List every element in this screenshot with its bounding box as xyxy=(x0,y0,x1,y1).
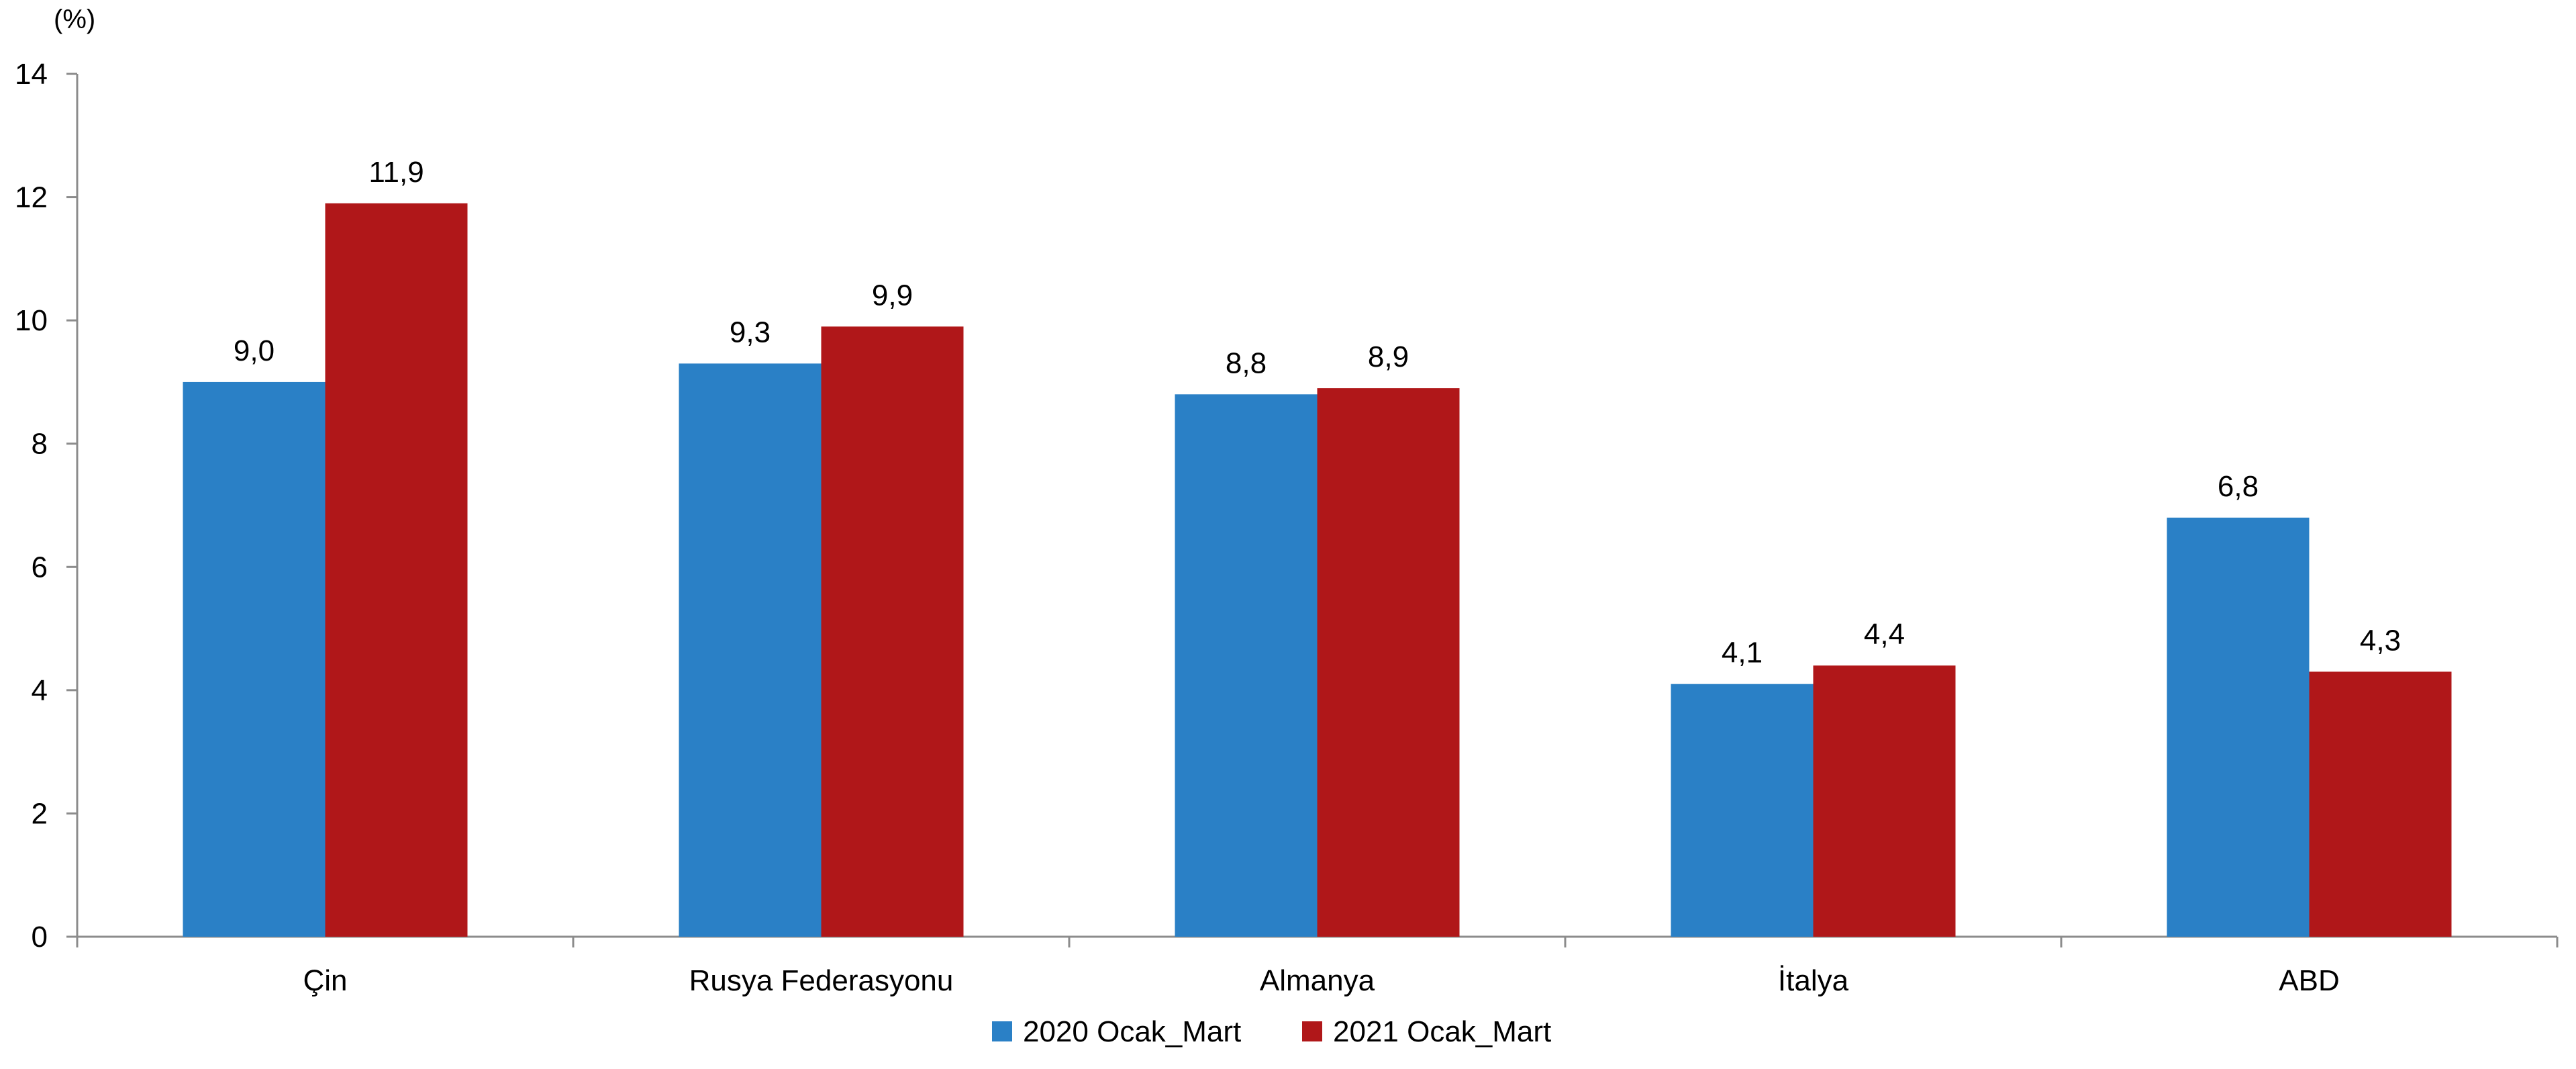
data-label: 9,9 xyxy=(872,279,913,312)
bar-series2 xyxy=(1317,388,1460,937)
x-tick-label: Çin xyxy=(303,964,347,997)
data-label: 4,1 xyxy=(1722,637,1763,669)
bar-series1 xyxy=(2167,517,2310,937)
y-tick-label: 14 xyxy=(15,58,48,91)
legend-swatch xyxy=(992,1021,1012,1041)
bars-group: 9,0 11,9 9,3 9,9 8,8 8,9 4,1 4,4 6,8 4,3 xyxy=(183,156,2452,937)
bar-series1 xyxy=(1671,684,1814,937)
bar-series1 xyxy=(183,381,326,937)
y-tick-label: 0 xyxy=(32,921,48,954)
legend-label: 2020 Ocak_Mart xyxy=(1023,1015,1241,1048)
legend-swatch xyxy=(1302,1021,1322,1041)
y-tick-label: 2 xyxy=(32,797,48,830)
data-label: 6,8 xyxy=(2218,470,2259,503)
bar-series1 xyxy=(679,363,822,937)
x-tick-label: Almanya xyxy=(1260,964,1375,997)
axes: 0 2 4 6 8 10 12 14 Çin Rusya Federasyonu Almanya İt… xyxy=(15,58,2559,997)
data-label: 4,4 xyxy=(1864,618,1905,651)
data-label: 9,3 xyxy=(730,316,771,348)
y-tick-label: 4 xyxy=(32,674,48,707)
y-tick-label: 10 xyxy=(15,304,48,337)
legend: 2020 Ocak_Mart 2021 Ocak_Mart xyxy=(992,1015,1551,1048)
y-axis-unit-label: (%) xyxy=(54,5,95,34)
bar-series1 xyxy=(1175,394,1318,937)
x-tick-label: ABD xyxy=(2279,964,2339,997)
bar-series2 xyxy=(325,203,468,937)
y-tick-label: 12 xyxy=(15,181,48,214)
y-tick-label: 8 xyxy=(32,428,48,461)
data-label: 9,0 xyxy=(234,334,275,367)
bar-series2 xyxy=(821,326,964,937)
bar-series2 xyxy=(2309,671,2452,937)
data-label: 8,8 xyxy=(1226,346,1267,379)
data-label: 4,3 xyxy=(2360,624,2401,657)
bar-series2 xyxy=(1813,665,1956,937)
x-tick-label: Rusya Federasyonu xyxy=(689,964,954,997)
legend-label: 2021 Ocak_Mart xyxy=(1333,1015,1551,1048)
x-tick-label: İtalya xyxy=(1778,964,1849,997)
y-tick-label: 6 xyxy=(32,551,48,584)
data-label: 8,9 xyxy=(1368,340,1409,373)
data-label: 11,9 xyxy=(368,156,424,189)
